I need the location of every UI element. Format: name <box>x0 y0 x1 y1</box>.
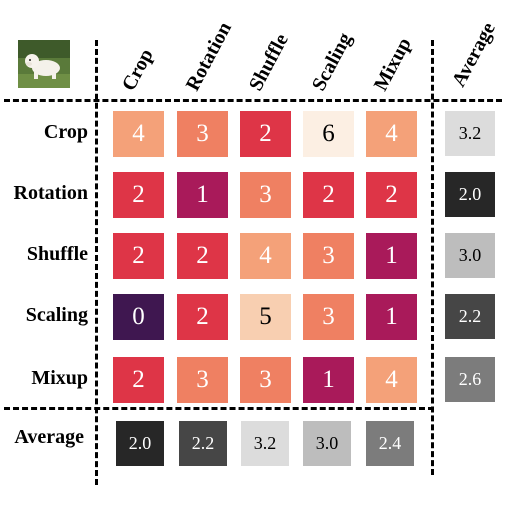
heatmap-cell: 5 <box>240 294 291 340</box>
heatmap-cell: 4 <box>366 357 417 403</box>
heatmap-cell: 1 <box>366 233 417 279</box>
average-column-label: Average <box>447 18 500 91</box>
cell-value: 1 <box>385 303 398 330</box>
column-label: Crop <box>117 45 158 95</box>
heatmap-cell: 4 <box>240 233 291 279</box>
cell-value: 4 <box>385 120 398 147</box>
heatmap-cell: 1 <box>366 294 417 340</box>
cell-value: 3 <box>196 120 209 147</box>
heatmap-cell: 2 <box>113 357 164 403</box>
heatmap-cell: 2 <box>303 172 354 218</box>
heatmap-cell: 4 <box>113 111 164 157</box>
cell-value: 2 <box>132 366 145 393</box>
row-label: Crop <box>43 121 88 143</box>
row-average-value: 2.6 <box>458 369 482 389</box>
heatmap-cell: 2 <box>366 172 417 218</box>
average-row-label: Average <box>14 426 84 448</box>
cell-value: 2 <box>385 181 398 208</box>
row-average-value: 2.0 <box>458 184 482 204</box>
heatmap-cell: 2 <box>177 294 228 340</box>
column-label: Scaling <box>307 29 357 95</box>
heatmap-cell: 3 <box>303 233 354 279</box>
heatmap-cell: 1 <box>303 357 354 403</box>
heatmap-cell: 3 <box>177 357 228 403</box>
cell-value: 2 <box>196 303 209 330</box>
cell-value: 1 <box>196 181 209 208</box>
row-average-value: 3.2 <box>458 123 482 143</box>
row-label: Mixup <box>31 367 88 389</box>
cell-value: 0 <box>132 303 145 330</box>
heatmap-cell: 1 <box>177 172 228 218</box>
cell-value: 2 <box>132 242 145 269</box>
heatmap-cell: 2 <box>113 172 164 218</box>
cell-value: 4 <box>132 120 145 147</box>
column-average-value: 3.2 <box>253 433 277 453</box>
cell-value: 2 <box>196 242 209 269</box>
heatmap-cell: 3 <box>177 111 228 157</box>
dog-thumbnail-icon <box>18 40 70 88</box>
cell-value: 2 <box>132 181 145 208</box>
column-average-cell: 2.0 <box>116 421 164 466</box>
row-average-cell: 2.2 <box>445 294 495 339</box>
row-average-cell: 3.2 <box>445 111 495 156</box>
cell-value: 2 <box>322 181 335 208</box>
row-label: Scaling <box>25 304 88 326</box>
column-average-cell: 3.2 <box>241 421 289 466</box>
row-average-cell: 2.6 <box>445 357 495 402</box>
cell-value: 2 <box>259 120 272 147</box>
cell-value: 3 <box>196 366 209 393</box>
heatmap-cell: 3 <box>240 172 291 218</box>
row-average-value: 2.2 <box>458 306 482 326</box>
cell-value: 4 <box>259 242 272 269</box>
heatmap-cell: 0 <box>113 294 164 340</box>
column-average-value: 2.2 <box>191 433 215 453</box>
cell-value: 5 <box>259 303 272 330</box>
column-label: Mixup <box>369 34 416 95</box>
heatmap-cell: 4 <box>366 111 417 157</box>
cell-value: 4 <box>385 366 398 393</box>
row-label-divider <box>95 40 98 485</box>
header-divider <box>4 99 502 102</box>
heatmap-cell: 2 <box>240 111 291 157</box>
average-row-divider <box>4 407 434 410</box>
column-average-cell: 3.0 <box>303 421 351 466</box>
heatmap-cell: 3 <box>240 357 291 403</box>
column-average-cell: 2.4 <box>366 421 414 466</box>
heatmap-cell: 2 <box>113 233 164 279</box>
heatmap-cell: 2 <box>177 233 228 279</box>
row-average-cell: 3.0 <box>445 233 495 278</box>
column-average-value: 2.4 <box>378 433 402 453</box>
row-label: Shuffle <box>26 243 88 265</box>
column-average-value: 2.0 <box>128 433 152 453</box>
heatmap-cell: 3 <box>303 294 354 340</box>
row-average-value: 3.0 <box>458 245 482 265</box>
column-average-value: 3.0 <box>315 433 339 453</box>
cell-value: 3 <box>259 181 272 208</box>
column-label: Rotation <box>181 18 237 95</box>
average-column-divider <box>431 40 434 475</box>
column-average-cell: 2.2 <box>179 421 227 466</box>
cell-value: 1 <box>385 242 398 269</box>
row-label: Rotation <box>13 182 88 204</box>
column-label: Shuffle <box>244 30 293 95</box>
cell-value: 3 <box>259 366 272 393</box>
heatmap-cell: 6 <box>303 111 354 157</box>
cell-value: 1 <box>322 366 335 393</box>
cell-value: 3 <box>322 303 335 330</box>
cell-value: 6 <box>322 120 335 147</box>
cell-value: 3 <box>322 242 335 269</box>
row-average-cell: 2.0 <box>445 172 495 217</box>
